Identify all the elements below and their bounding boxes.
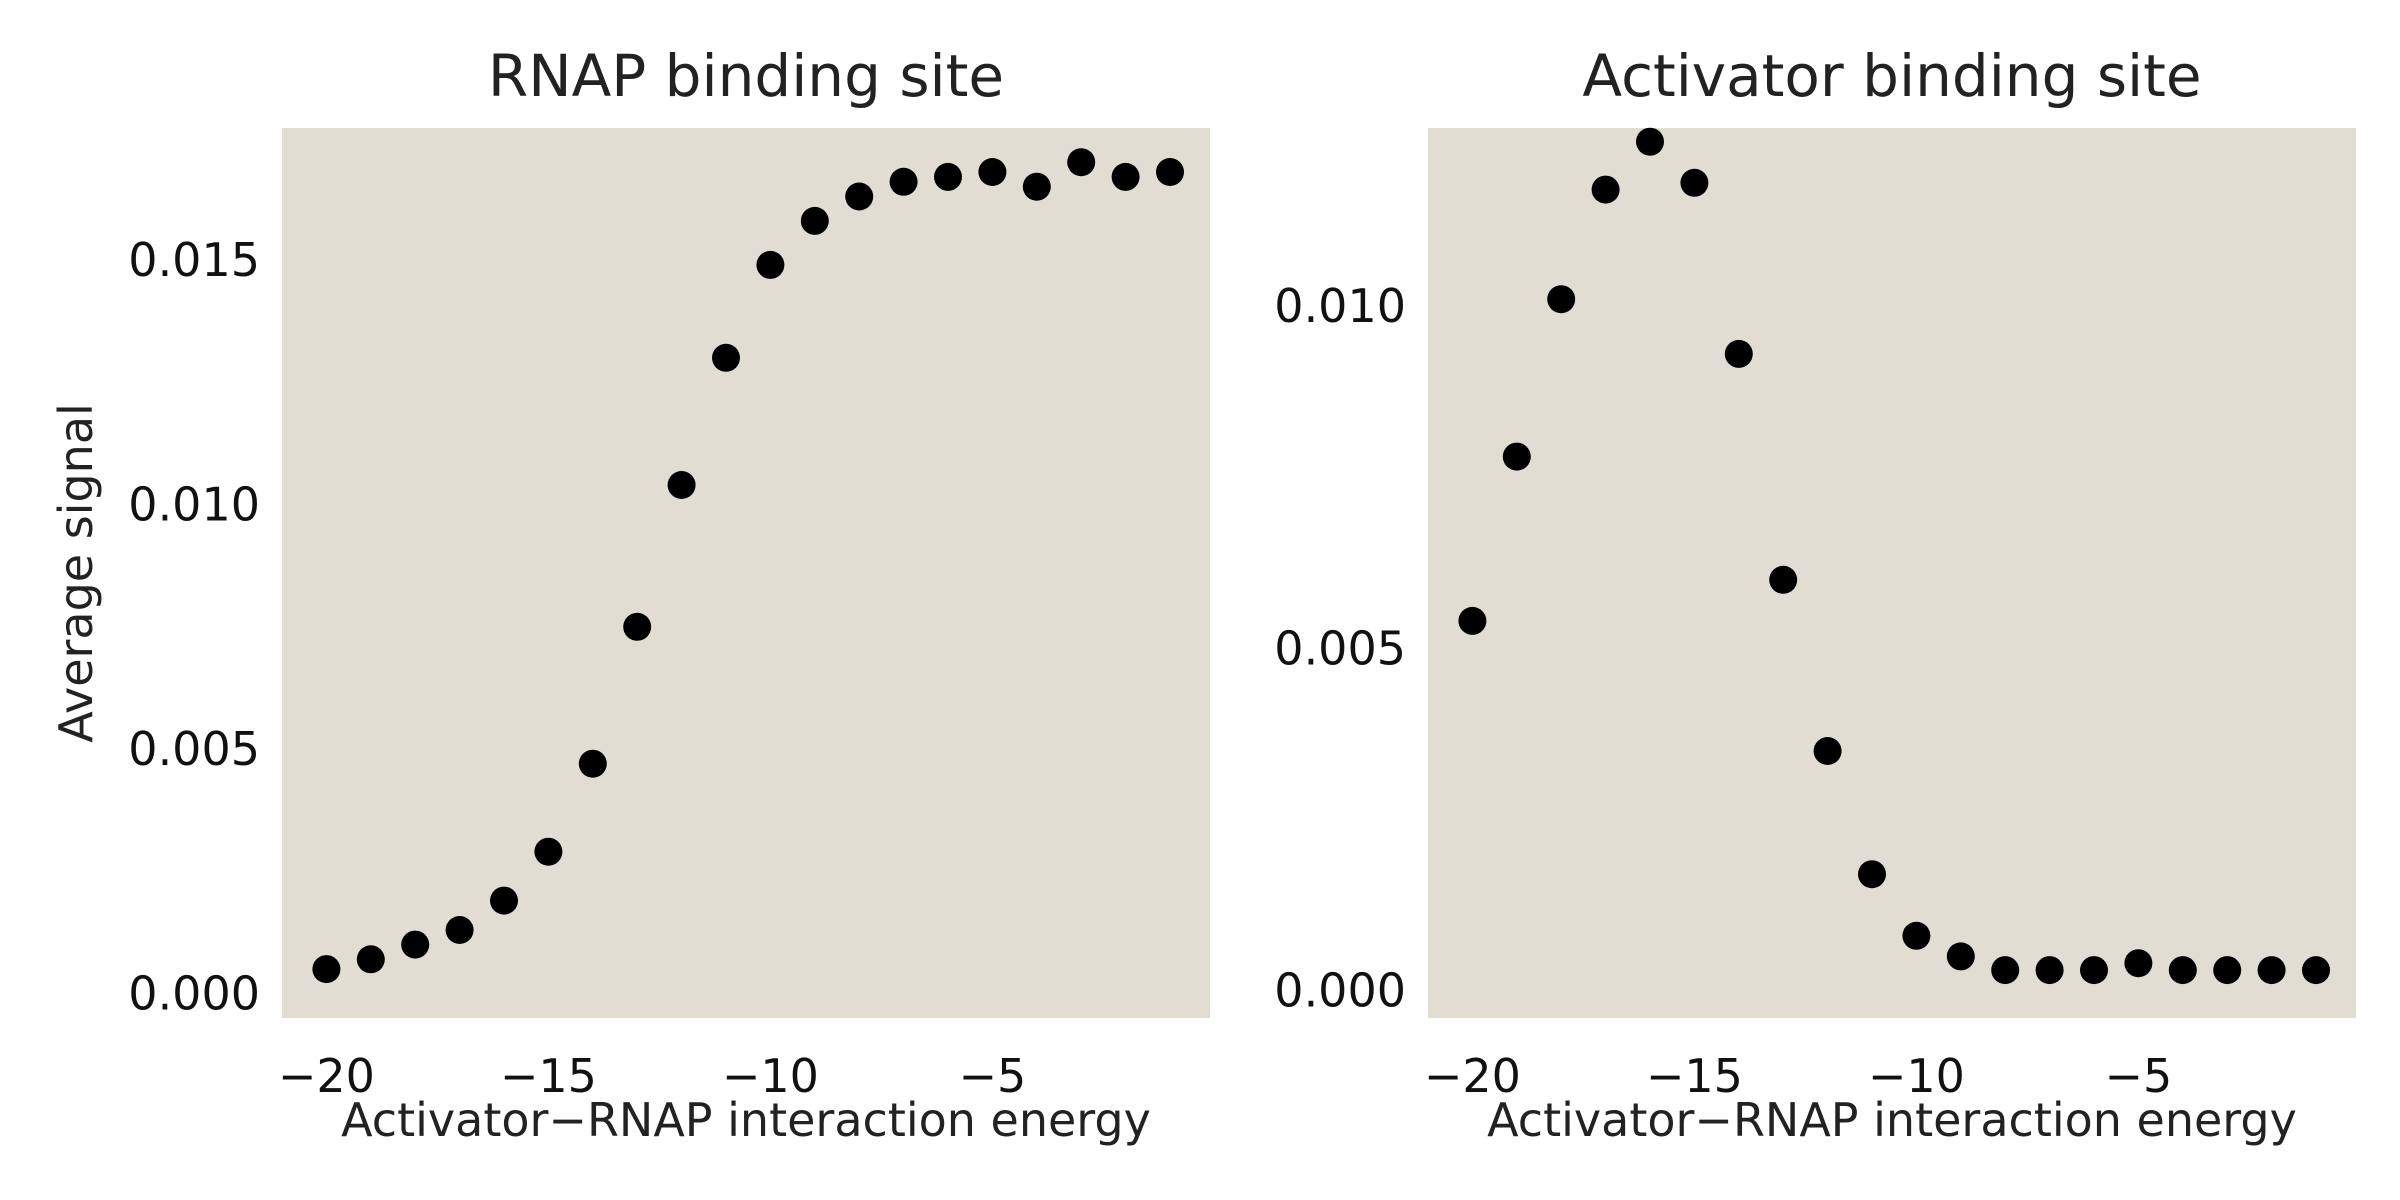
plot-area-background: [1428, 128, 2356, 1018]
x-tick-label: −10: [722, 1049, 819, 1103]
y-tick-label: 0.015: [128, 233, 260, 287]
data-point: [1458, 606, 1487, 635]
data-point: [2080, 956, 2108, 985]
data-point: [534, 837, 563, 866]
x-tick-label: −5: [2104, 1049, 2172, 1103]
rnap-panel: RNAP binding site 0.000 0.005 0.010 0.015 −…: [49, 42, 1210, 1147]
data-point: [578, 749, 607, 778]
data-point: [800, 206, 829, 235]
data-point: [2035, 956, 2064, 985]
data-points: [312, 148, 1184, 984]
data-points: [1458, 127, 2330, 985]
data-point: [1022, 172, 1051, 201]
data-point: [490, 886, 518, 915]
x-tick-labels: −20 −15 −10 −5: [1424, 1049, 2172, 1103]
x-axis-label: Activator−RNAP interaction energy: [341, 1093, 1151, 1147]
y-tick-labels: 0.000 0.005 0.010 0.015: [128, 233, 260, 1021]
x-tick-label: −20: [1424, 1049, 1521, 1103]
data-point: [2213, 956, 2242, 985]
data-point: [978, 158, 1007, 186]
data-point: [934, 162, 962, 191]
y-tick-label: 0.010: [128, 478, 260, 532]
data-point: [667, 471, 696, 499]
data-point: [1769, 565, 1798, 594]
data-point: [2168, 956, 2197, 985]
data-point: [356, 945, 385, 974]
activator-panel: Activator binding site 0.000 0.005 0.010 −…: [1274, 42, 2356, 1147]
data-point: [623, 612, 652, 641]
data-point: [845, 182, 874, 211]
data-point: [1636, 127, 1664, 156]
x-tick-label: −10: [1868, 1049, 1965, 1103]
data-point: [1502, 442, 1531, 471]
data-point: [2124, 949, 2153, 978]
data-point: [1858, 860, 1886, 889]
data-point: [1724, 339, 1753, 368]
data-point: [1902, 921, 1931, 950]
plot-area-background: [282, 128, 1210, 1018]
x-tick-label: −5: [958, 1049, 1026, 1103]
data-point: [1547, 285, 1576, 314]
y-tick-label: 0.010: [1274, 279, 1406, 333]
data-point: [712, 343, 740, 372]
data-point: [889, 167, 918, 196]
chart-title: RNAP binding site: [488, 42, 1004, 110]
data-point: [756, 250, 785, 279]
y-axis-label: Average signal: [49, 403, 103, 743]
data-point: [1946, 942, 1975, 971]
data-point: [1111, 162, 1140, 191]
data-point: [445, 916, 474, 944]
data-point: [1067, 148, 1096, 177]
y-tick-label: 0.005: [128, 722, 260, 776]
x-tick-label: −15: [500, 1049, 597, 1103]
data-point: [2257, 956, 2286, 985]
data-point: [1680, 168, 1709, 197]
y-tick-labels: 0.000 0.005 0.010: [1274, 279, 1406, 1018]
data-point: [312, 955, 341, 984]
y-tick-label: 0.000: [1274, 964, 1406, 1018]
x-tick-label: −15: [1646, 1049, 1743, 1103]
x-tick-label: −20: [278, 1049, 375, 1103]
x-tick-labels: −20 −15 −10 −5: [278, 1049, 1026, 1103]
data-point: [1156, 158, 1184, 186]
chart-title: Activator binding site: [1582, 42, 2201, 110]
y-tick-label: 0.000: [128, 967, 260, 1021]
data-point: [1591, 175, 1620, 204]
data-point: [1991, 956, 2020, 985]
data-point: [1813, 737, 1842, 765]
x-axis-label: Activator−RNAP interaction energy: [1487, 1093, 2297, 1147]
data-point: [401, 930, 430, 959]
y-tick-label: 0.005: [1274, 621, 1406, 675]
data-point: [2302, 956, 2330, 985]
